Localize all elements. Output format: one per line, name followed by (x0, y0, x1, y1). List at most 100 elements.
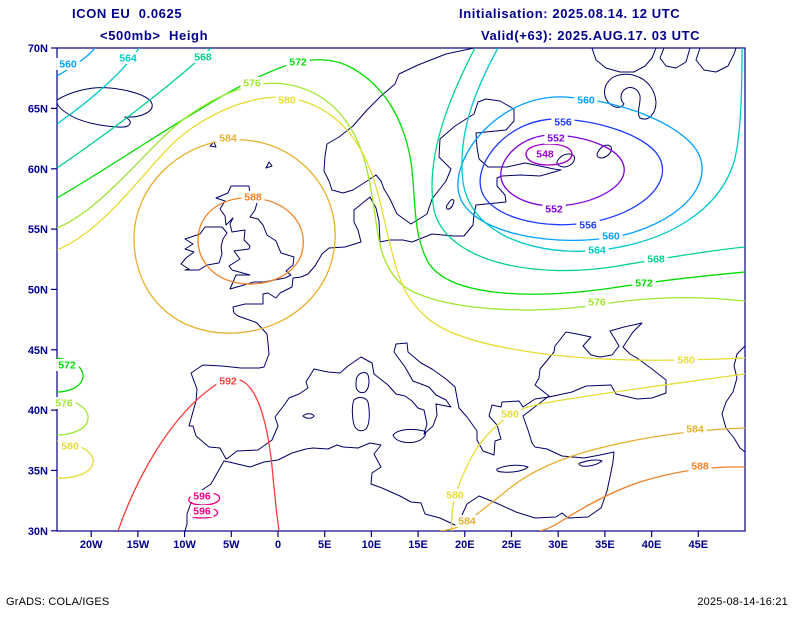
contour-label-bg (599, 230, 623, 242)
contour-label-bg (241, 191, 265, 203)
lat-label: 40N (28, 405, 48, 417)
contour-label-bg (191, 51, 215, 63)
coastline-great-britain (215, 185, 295, 290)
contour-576 (57, 82, 745, 311)
axis-labels: 70N 65N 60N 55N 50N 45N 40N 35N 30N 20W 15W 10W 5W 0 5… (28, 43, 708, 551)
contour-584 (133, 139, 336, 334)
contour-592 (117, 378, 280, 531)
contour-label-bg (544, 132, 568, 144)
lon-label: 15E (408, 539, 428, 551)
lat-label: 55N (28, 224, 48, 236)
coastline-faroe (209, 141, 217, 148)
contour-label-560: 560 (59, 59, 77, 71)
lake-ladoga (556, 153, 575, 168)
contour-560 (57, 48, 96, 77)
lat-label: 70N (28, 43, 48, 55)
contour-label-560: 560 (602, 231, 620, 243)
lake-onega (596, 144, 612, 159)
coastline-gotland (446, 199, 455, 210)
contour-label-596: 596 (193, 506, 211, 518)
coastline-ireland (180, 226, 228, 271)
contour-label-584: 584 (686, 424, 704, 436)
coastline-kola (591, 48, 657, 73)
contour-label-bg (190, 490, 214, 502)
contour-580 (450, 373, 745, 531)
coastline-caspian (721, 345, 745, 453)
lon-label: 25E (502, 539, 522, 551)
contour-label-580: 580 (446, 490, 464, 502)
lon-label: 20W (80, 539, 103, 551)
lon-label: 45E (689, 539, 709, 551)
contour-label-580: 580 (61, 441, 79, 453)
contour-label-bg (443, 489, 467, 501)
contour-label-596: 596 (193, 491, 211, 503)
valid-time-label: Valid(+63): 2025.AUG.17. 03 UTC (481, 28, 701, 43)
lon-label: 5W (223, 539, 240, 551)
contour-label-bg (585, 244, 609, 256)
coastline-cyprus (578, 459, 603, 467)
lon-label: 5E (318, 539, 331, 551)
contour-label-576: 576 (588, 297, 606, 309)
contour-568 (431, 48, 745, 272)
contour-564 (461, 48, 743, 252)
lon-label: 0 (275, 539, 281, 551)
contour-label-584: 584 (219, 133, 237, 145)
contour-label-bg (632, 277, 656, 289)
lat-label: 35N (28, 465, 48, 477)
contour-548 (525, 143, 573, 166)
contour-label-bg (216, 132, 240, 144)
contour-572 (57, 59, 745, 295)
contour-label-556: 556 (554, 117, 572, 129)
coastline-corsica (355, 372, 370, 394)
contour-584 (439, 427, 745, 531)
contour-label-592: 592 (219, 376, 237, 388)
contour-label-548: 548 (536, 149, 554, 161)
contour-label-bg (116, 52, 140, 64)
grads-credit: GrADS: COLA/IGES (6, 596, 110, 608)
contour-label-bg (455, 515, 479, 527)
lon-label: 15W (127, 539, 150, 551)
contour-label-bg (644, 253, 668, 265)
contour-label-556: 556 (579, 220, 597, 232)
contour-label-568: 568 (194, 52, 212, 64)
contour-label-bg (674, 354, 698, 366)
contour-label-bg (55, 359, 79, 371)
lat-label: 45N (28, 345, 48, 357)
lon-label: 10W (173, 539, 196, 551)
coastline-pechora (695, 48, 737, 73)
coastline-iceland (57, 87, 153, 128)
contour-label-576: 576 (243, 78, 261, 90)
contour-label-588: 588 (244, 192, 262, 204)
contour-label-568: 568 (647, 254, 665, 266)
contour-label-bg (275, 94, 299, 106)
contour-label-bg (683, 423, 707, 435)
contour-label-bg (52, 397, 76, 409)
coastline-mallorca (302, 413, 315, 419)
contour-label-bg (286, 56, 310, 68)
lat-label: 30N (28, 526, 48, 538)
render-timestamp: 2025-08-14-16:21 (697, 596, 788, 608)
contour-580 (57, 96, 745, 361)
contour-588 (197, 197, 304, 285)
contour-label-bg (240, 77, 264, 89)
contour-label-580: 580 (501, 409, 519, 421)
contour-label-560: 560 (577, 95, 595, 107)
contour-552 (500, 134, 625, 207)
lon-label: 40E (642, 539, 662, 551)
model-title: ICON EU 0.0625 (72, 6, 183, 21)
lon-label: 20E (455, 539, 475, 551)
contour-label-bg (498, 408, 522, 420)
contour-label-bg (574, 94, 598, 106)
coastlines (57, 48, 745, 531)
contour-label-580: 580 (278, 95, 296, 107)
lon-label: 10E (362, 539, 382, 551)
contour-label-bg (576, 219, 600, 231)
lon-label: 30E (548, 539, 568, 551)
lat-label: 60N (28, 164, 48, 176)
contour-label-564: 564 (588, 245, 606, 257)
coastline-shetland (265, 161, 273, 169)
coastline-mainland (184, 48, 667, 531)
contour-label-572: 572 (635, 278, 653, 290)
